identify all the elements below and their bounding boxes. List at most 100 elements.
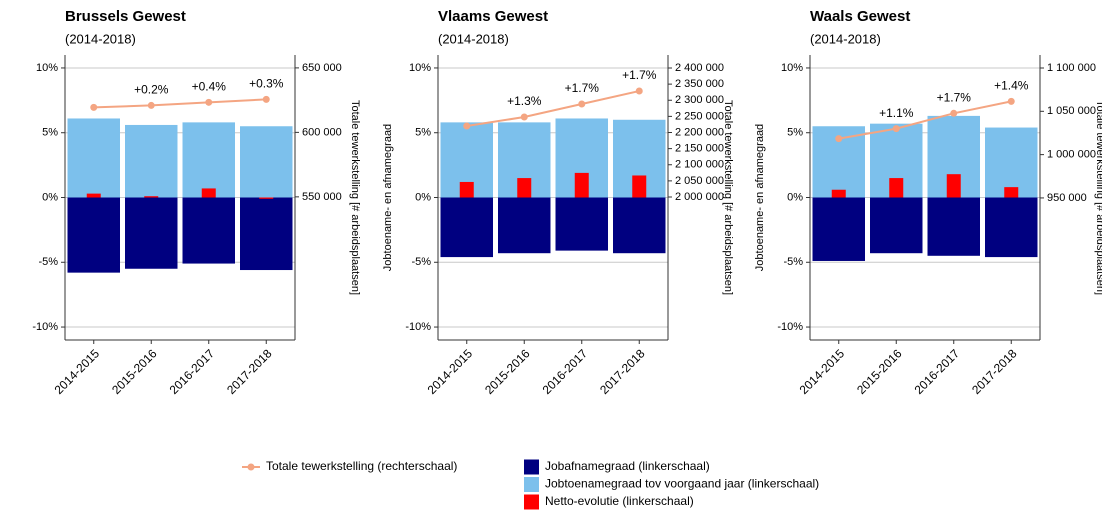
- x-tick-label: 2015-2016: [109, 346, 160, 397]
- line: [93, 98, 267, 109]
- line-point: [520, 113, 528, 121]
- line: [838, 100, 1012, 140]
- bar: [632, 175, 647, 198]
- bar: [182, 197, 235, 264]
- bar: [574, 172, 589, 198]
- chart-subtitle: (2014-2018): [810, 31, 881, 46]
- y2-axis-label: Totale tewerkstelling [# arbeidsplaatsen…: [349, 100, 361, 295]
- y-tick-label: 5%: [415, 127, 431, 139]
- annotation: +1.7%: [622, 68, 657, 82]
- annotation: +0.4%: [192, 79, 227, 93]
- y2-tick-label: 2 400 000: [675, 62, 724, 74]
- x-tick-label: 2017-2018: [969, 346, 1020, 397]
- bar: [498, 197, 551, 254]
- line-point: [90, 103, 98, 111]
- chart-title: Brussels Gewest: [65, 8, 186, 25]
- bar: [240, 197, 293, 271]
- chart-subtitle: (2014-2018): [65, 31, 136, 46]
- y-axis-label: Jobtoename- en afnamegraad: [382, 124, 394, 271]
- y2-tick-label: 1 000 000: [1047, 149, 1096, 161]
- chart-title: Waals Gewest: [810, 8, 910, 25]
- annotation: +1.3%: [507, 94, 542, 108]
- legend-label: Totale tewerkstelling (rechterschaal): [266, 459, 457, 473]
- y2-tick-label: 2 150 000: [675, 143, 724, 155]
- bar: [870, 197, 923, 254]
- y-tick-label: 10%: [409, 62, 431, 74]
- x-tick-label: 2014-2015: [425, 346, 476, 397]
- bar: [440, 197, 493, 258]
- y2-tick-label: 2 100 000: [675, 159, 724, 171]
- bar: [86, 193, 101, 198]
- line-point: [147, 101, 155, 109]
- legend-swatch: [524, 459, 539, 475]
- y-tick-label: 5%: [42, 127, 58, 139]
- annotation: +0.2%: [134, 83, 169, 97]
- x-tick-label: 2017-2018: [224, 346, 275, 397]
- bar: [182, 122, 235, 198]
- bar: [555, 197, 608, 251]
- y2-tick-label: 2 250 000: [675, 110, 724, 122]
- y2-tick-label: 650 000: [302, 62, 342, 74]
- line: [466, 90, 640, 127]
- chart-title: Vlaams Gewest: [438, 8, 548, 25]
- bar: [517, 178, 532, 198]
- y-tick-label: -10%: [777, 321, 803, 333]
- line-point: [635, 87, 643, 95]
- legend-label: Netto-evolutie (linkerschaal): [545, 494, 694, 508]
- line-point: [463, 122, 471, 130]
- bar: [985, 127, 1038, 198]
- bar: [240, 126, 293, 198]
- x-tick-label: 2015-2016: [482, 346, 533, 397]
- line-point: [950, 109, 958, 117]
- annotation: +1.7%: [565, 81, 600, 95]
- y-tick-label: 5%: [787, 127, 803, 139]
- y-tick-label: 0%: [415, 191, 431, 203]
- y2-tick-label: 950 000: [1047, 192, 1087, 204]
- legend-swatch: [524, 477, 539, 492]
- bar: [459, 181, 474, 198]
- annotation: +1.1%: [879, 106, 914, 120]
- legend-label: Jobafnamegraad (linkerschaal): [545, 459, 710, 473]
- bar: [67, 118, 120, 198]
- x-tick-label: 2016-2017: [167, 346, 218, 397]
- y2-tick-label: 2 050 000: [675, 175, 724, 187]
- y2-tick-label: 600 000: [302, 126, 342, 138]
- annotation: +0.3%: [249, 77, 284, 91]
- bar: [831, 189, 846, 198]
- bar: [1004, 187, 1019, 198]
- line-point: [578, 100, 586, 108]
- x-tick-label: 2014-2015: [797, 346, 848, 397]
- x-tick-label: 2017-2018: [597, 346, 648, 397]
- bar: [812, 197, 865, 261]
- bar: [946, 174, 961, 198]
- annotation: +1.4%: [994, 79, 1029, 93]
- y-axis-label: Jobtoename- en afnamegraad: [754, 124, 766, 271]
- x-tick-label: 2015-2016: [854, 346, 905, 397]
- annotation: +1.7%: [937, 90, 972, 104]
- y2-tick-label: 1 100 000: [1047, 62, 1096, 74]
- y2-tick-label: 2 300 000: [675, 94, 724, 106]
- x-tick-label: 2016-2017: [912, 346, 963, 397]
- y-tick-label: -5%: [783, 256, 803, 268]
- x-tick-label: 2016-2017: [540, 346, 591, 397]
- y-tick-label: -5%: [38, 256, 58, 268]
- y-tick-label: 0%: [787, 191, 803, 203]
- bar: [125, 124, 178, 198]
- bar: [927, 197, 980, 256]
- x-tick-label: 2014-2015: [52, 346, 103, 397]
- y2-tick-label: 2 350 000: [675, 78, 724, 90]
- line-point: [262, 95, 270, 103]
- y2-tick-label: 550 000: [302, 191, 342, 203]
- y-tick-label: -10%: [405, 321, 431, 333]
- y-tick-label: 0%: [42, 191, 58, 203]
- chart-subtitle: (2014-2018): [438, 31, 509, 46]
- line-point: [1007, 97, 1015, 105]
- legend-marker: [247, 463, 255, 471]
- legend-label: Jobtoenamegraad tov voorgaand jaar (link…: [545, 477, 819, 491]
- legend-swatch: [524, 494, 539, 510]
- line-point: [892, 125, 900, 133]
- bar: [613, 197, 666, 254]
- y2-tick-label: 1 050 000: [1047, 105, 1096, 117]
- y2-axis-label: Totale tewerkstelling [# arbeidsplaatsen…: [722, 100, 734, 295]
